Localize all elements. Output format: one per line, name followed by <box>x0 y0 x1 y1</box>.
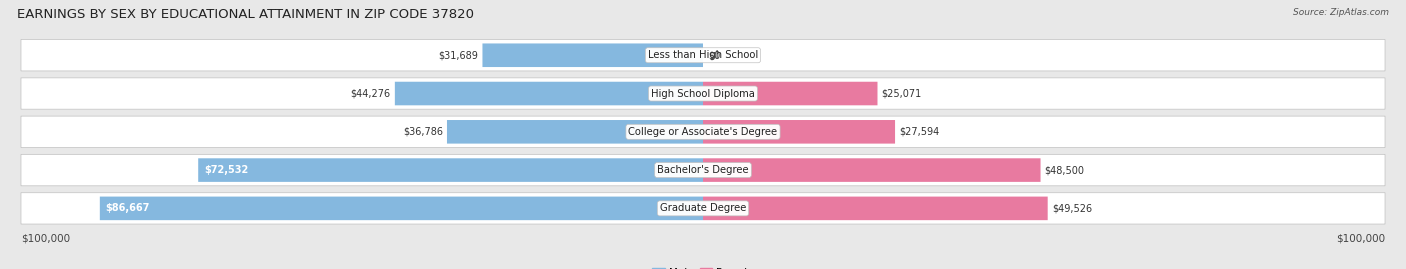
FancyBboxPatch shape <box>21 78 1385 109</box>
Text: $36,786: $36,786 <box>402 127 443 137</box>
FancyBboxPatch shape <box>395 82 703 105</box>
FancyBboxPatch shape <box>21 154 1385 186</box>
Text: $86,667: $86,667 <box>105 203 150 213</box>
FancyBboxPatch shape <box>703 158 1040 182</box>
FancyBboxPatch shape <box>21 116 1385 147</box>
Text: $72,532: $72,532 <box>204 165 247 175</box>
Text: High School Diploma: High School Diploma <box>651 89 755 98</box>
FancyBboxPatch shape <box>703 197 1047 220</box>
Text: Graduate Degree: Graduate Degree <box>659 203 747 213</box>
Text: $31,689: $31,689 <box>439 50 478 60</box>
FancyBboxPatch shape <box>482 44 703 67</box>
Text: $27,594: $27,594 <box>900 127 939 137</box>
FancyBboxPatch shape <box>703 82 877 105</box>
FancyBboxPatch shape <box>21 193 1385 224</box>
Text: EARNINGS BY SEX BY EDUCATIONAL ATTAINMENT IN ZIP CODE 37820: EARNINGS BY SEX BY EDUCATIONAL ATTAINMEN… <box>17 8 474 21</box>
FancyBboxPatch shape <box>100 197 703 220</box>
Legend: Male, Female: Male, Female <box>648 264 758 269</box>
Text: Bachelor's Degree: Bachelor's Degree <box>657 165 749 175</box>
Text: $44,276: $44,276 <box>350 89 391 98</box>
Text: Less than High School: Less than High School <box>648 50 758 60</box>
Text: $100,000: $100,000 <box>1336 233 1385 243</box>
Text: College or Associate's Degree: College or Associate's Degree <box>628 127 778 137</box>
Text: $0: $0 <box>709 50 721 60</box>
FancyBboxPatch shape <box>703 120 896 144</box>
FancyBboxPatch shape <box>21 40 1385 71</box>
FancyBboxPatch shape <box>198 158 703 182</box>
Text: $49,526: $49,526 <box>1052 203 1092 213</box>
Text: $25,071: $25,071 <box>882 89 922 98</box>
Text: $48,500: $48,500 <box>1045 165 1084 175</box>
Text: $100,000: $100,000 <box>21 233 70 243</box>
FancyBboxPatch shape <box>447 120 703 144</box>
Text: Source: ZipAtlas.com: Source: ZipAtlas.com <box>1294 8 1389 17</box>
